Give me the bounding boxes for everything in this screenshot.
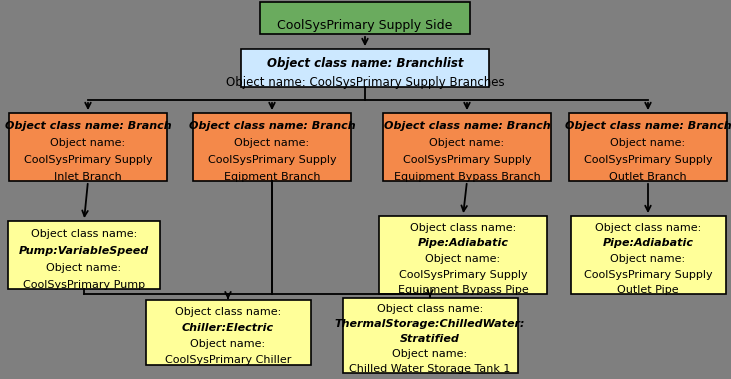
FancyBboxPatch shape: [383, 113, 551, 181]
Text: Pipe:Adiabatic: Pipe:Adiabatic: [417, 238, 509, 248]
FancyBboxPatch shape: [260, 2, 470, 34]
Text: Object name:: Object name:: [50, 138, 126, 148]
Text: Object class name: Branch: Object class name: Branch: [564, 121, 731, 131]
Text: Object class name: Branch: Object class name: Branch: [4, 121, 171, 131]
FancyBboxPatch shape: [570, 216, 725, 294]
FancyBboxPatch shape: [379, 216, 547, 294]
Text: Object class name: Branch: Object class name: Branch: [0, 378, 1, 379]
Text: Object class name: Branchlist: Object class name: Branchlist: [267, 57, 463, 70]
FancyBboxPatch shape: [193, 113, 351, 181]
Text: CoolSysPrimary Supply: CoolSysPrimary Supply: [398, 269, 527, 279]
Text: Pump:VariableSpeed: Pump:VariableSpeed: [19, 246, 149, 256]
Text: Object class name:: Object class name:: [595, 223, 701, 233]
Text: Object name:: Object name:: [429, 138, 504, 148]
Text: CoolSysPrimary Supply: CoolSysPrimary Supply: [208, 155, 336, 165]
FancyBboxPatch shape: [569, 113, 727, 181]
FancyBboxPatch shape: [241, 49, 489, 87]
Text: Object name:: Object name:: [425, 254, 501, 264]
Text: CoolSysPrimary Pump: CoolSysPrimary Pump: [23, 280, 145, 290]
Text: Object name: CoolSysPrimary Supply Branches: Object name: CoolSysPrimary Supply Branc…: [226, 76, 504, 89]
Text: Inlet Branch: Inlet Branch: [54, 172, 122, 182]
Text: Object class name: Branchlist: Object class name: Branchlist: [0, 378, 1, 379]
FancyBboxPatch shape: [9, 113, 167, 181]
Text: Equipment Bypass Pipe: Equipment Bypass Pipe: [398, 285, 529, 295]
Text: CoolSysPrimary Supply: CoolSysPrimary Supply: [583, 155, 712, 165]
FancyBboxPatch shape: [145, 299, 311, 365]
Text: Stratified: Stratified: [400, 334, 460, 344]
Text: Outlet Pipe: Outlet Pipe: [617, 285, 679, 295]
Text: Object class name: Branch: Object class name: Branch: [0, 378, 1, 379]
Text: Object class name:: Object class name:: [410, 223, 516, 233]
Text: Object class name: Branch: Object class name: Branch: [384, 121, 550, 131]
Text: CoolSysPrimary Supply Side: CoolSysPrimary Supply Side: [277, 19, 452, 33]
Text: CoolSysPrimary Supply: CoolSysPrimary Supply: [583, 269, 712, 279]
Text: Object class name: Branch: Object class name: Branch: [189, 121, 355, 131]
Text: Object name:: Object name:: [235, 138, 309, 148]
Text: Object name:: Object name:: [191, 339, 265, 349]
Text: CoolSysPrimary Supply: CoolSysPrimary Supply: [23, 155, 152, 165]
Text: CoolSysPrimary Chiller: CoolSysPrimary Chiller: [164, 356, 291, 365]
Text: Object name:: Object name:: [393, 349, 468, 359]
Text: CoolSysPrimary Supply: CoolSysPrimary Supply: [403, 155, 531, 165]
Text: Pipe:Adiabatic: Pipe:Adiabatic: [602, 238, 694, 248]
Text: Chilled Water Storage Tank 1: Chilled Water Storage Tank 1: [349, 364, 511, 374]
Text: Outlet Branch: Outlet Branch: [609, 172, 687, 182]
Text: ThermalStorage:ChilledWater:: ThermalStorage:ChilledWater:: [335, 319, 526, 329]
Text: Object name:: Object name:: [47, 263, 121, 273]
Text: Object class name:: Object class name:: [377, 304, 483, 314]
Text: Chiller:Electric: Chiller:Electric: [182, 323, 274, 333]
Text: Object class name:: Object class name:: [31, 229, 137, 239]
Text: Object name:: Object name:: [610, 138, 686, 148]
FancyBboxPatch shape: [8, 221, 160, 289]
Text: Object class name: Branch: Object class name: Branch: [0, 378, 1, 379]
Text: Equipment Bypass Branch: Equipment Bypass Branch: [393, 172, 540, 182]
Text: Eqipment Branch: Eqipment Branch: [224, 172, 320, 182]
Text: Object class name:: Object class name:: [175, 307, 281, 317]
FancyBboxPatch shape: [343, 298, 518, 373]
Text: Object class name: Branch: Object class name: Branch: [0, 378, 1, 379]
Text: Object name:: Object name:: [610, 254, 686, 264]
